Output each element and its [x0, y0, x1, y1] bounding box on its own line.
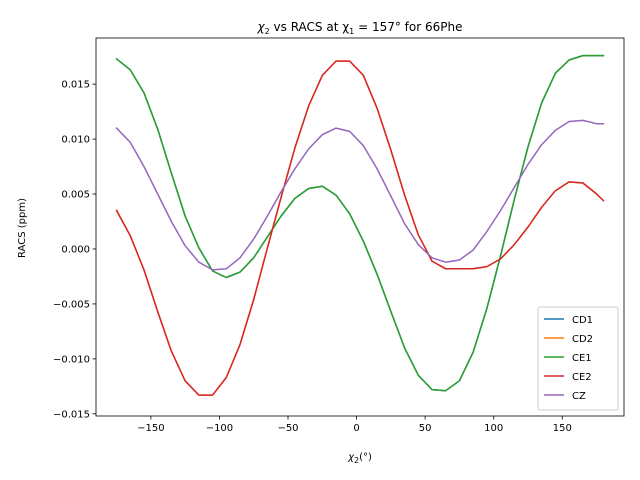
x-tick-label: −100 [206, 423, 233, 434]
x-tick-label: 100 [484, 423, 503, 434]
y-axis-label: RACS (ppm) [17, 198, 28, 258]
legend-label-cd1: CD1 [572, 315, 593, 326]
plot-area [115, 54, 605, 396]
y-tick-label: 0.005 [61, 190, 90, 201]
series-line-ce1 [115, 54, 605, 392]
y-tick-label: −0.005 [53, 299, 90, 310]
series-line-ce2 [115, 60, 605, 396]
x-tick-label: 50 [419, 423, 432, 434]
legend-label-cz: CZ [572, 391, 586, 402]
axes-frame [95, 37, 625, 417]
x-tick-label: 150 [553, 423, 572, 434]
legend-label-ce1: CE1 [572, 353, 592, 364]
x-tick-label: 0 [353, 423, 359, 434]
y-tick-label: 0.010 [61, 135, 90, 146]
chart-title: χ2 vs RACS at χ1 = 157° for 66Phe [257, 20, 463, 36]
y-tick-label: −0.010 [53, 354, 90, 365]
axes: −150 −100 −50 0 50 100 150 −0.015 −0.010 −0.005 0.… [53, 37, 625, 434]
legend-box [537, 306, 619, 411]
legend-label-ce2: CE2 [572, 372, 592, 383]
y-tick-label: 0.015 [61, 80, 90, 91]
x-tick-label: −150 [137, 423, 164, 434]
legend: CD1 CD2 CE1 CE2 CZ [537, 306, 619, 411]
y-tick-label: 0.000 [61, 244, 90, 255]
series-line-cz [115, 119, 605, 271]
y-tick-label: −0.015 [53, 409, 90, 420]
x-axis-label: χ2(°) [347, 452, 372, 465]
legend-label-cd2: CD2 [572, 334, 593, 345]
x-tick-label: −50 [277, 423, 298, 434]
